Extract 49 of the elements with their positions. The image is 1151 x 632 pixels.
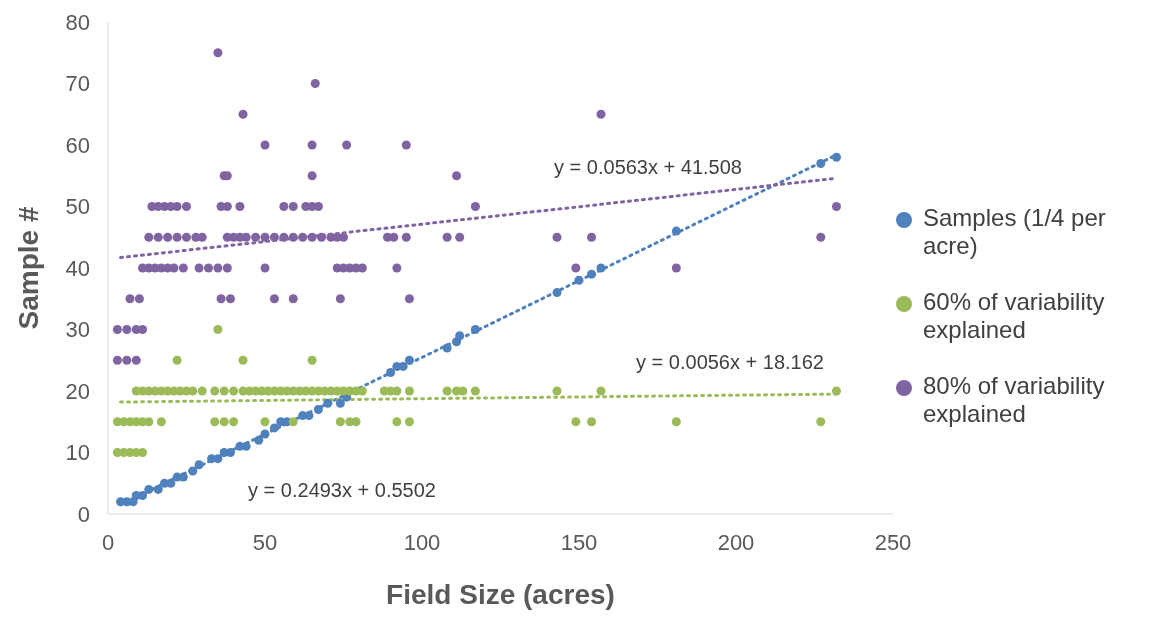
point [138,491,148,501]
x-tick-label: 100 [403,529,441,555]
point [188,466,198,476]
y-tick-label: 80 [65,9,90,35]
point [144,484,154,494]
point [442,343,452,353]
point [213,454,223,464]
point [313,404,323,414]
x-tick-label: 200 [717,529,755,555]
legend-label: Samples (1/4 per acre) [923,204,1107,260]
point [596,263,606,273]
legend-label: 80% of variability explained [923,372,1106,428]
x-tick-label: 50 [252,529,278,555]
y-tick-label: 10 [65,440,90,466]
point [455,331,465,341]
legend-label: 60% of variability explained [923,288,1106,344]
x-axis-title: Field Size (acres) [386,579,615,610]
point [552,288,562,298]
point [304,411,314,421]
point [386,368,396,378]
point [574,275,584,285]
point [254,435,264,445]
point [470,324,480,335]
y-tick-label: 0 [77,501,90,527]
point [153,484,163,494]
point [816,158,826,168]
y-tick-label: 70 [65,71,90,97]
point [404,355,414,365]
point [587,269,597,279]
point [335,398,345,408]
point [269,423,279,433]
y-tick-label: 30 [65,317,90,343]
x-tick-label: 0 [101,529,115,555]
point [166,478,176,488]
annotation: y = 0.0563x + 41.508 [554,155,742,179]
y-tick-label: 20 [65,378,90,404]
annotation: y = 0.0056x + 18.162 [636,350,824,374]
y-tick-label: 50 [65,194,90,220]
point [831,152,841,162]
y-axis-title: Sample # [12,206,44,330]
y-tick-label: 60 [65,132,90,158]
x-tick-label: 250 [874,529,912,555]
point [323,398,333,408]
point [671,226,681,236]
point [194,460,204,470]
y-tick-label: 40 [65,255,90,281]
point [260,429,270,439]
annotation: y = 0.2493x + 0.5502 [248,478,436,502]
x-tick-label: 150 [560,529,598,555]
